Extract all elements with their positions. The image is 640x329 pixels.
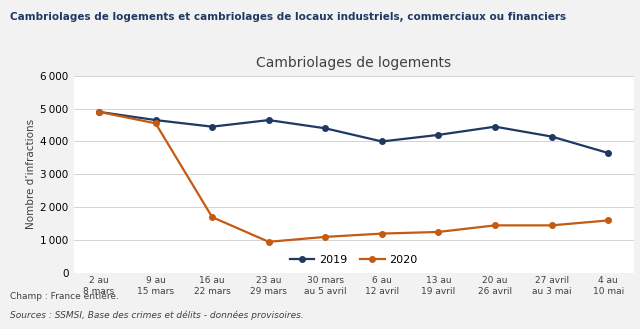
2020 [321, 235, 329, 239]
2019 [152, 118, 159, 122]
Line: 2020: 2020 [96, 109, 611, 244]
Title: Cambriolages de logements: Cambriolages de logements [256, 56, 451, 70]
Text: Champ : France entière.: Champ : France entière. [10, 291, 118, 301]
2020 [95, 110, 103, 114]
2019 [321, 126, 329, 130]
2020 [152, 121, 159, 125]
2019 [265, 118, 273, 122]
Legend: 2019, 2020: 2019, 2020 [285, 251, 422, 269]
2019 [95, 110, 103, 114]
2019 [378, 139, 386, 143]
2020 [604, 218, 612, 222]
Text: Cambriolages de logements et cambriolages de locaux industriels, commerciaux ou : Cambriolages de logements et cambriolage… [10, 12, 566, 21]
Y-axis label: Nombre d’infractions: Nombre d’infractions [26, 119, 36, 229]
Line: 2019: 2019 [96, 109, 611, 156]
2020 [435, 230, 442, 234]
2019 [209, 125, 216, 129]
2020 [209, 215, 216, 219]
2019 [604, 151, 612, 155]
2020 [378, 232, 386, 236]
2019 [548, 135, 556, 139]
2020 [265, 240, 273, 244]
Text: Sources : SSMSI, Base des crimes et délits - données provisoires.: Sources : SSMSI, Base des crimes et déli… [10, 311, 303, 320]
2019 [491, 125, 499, 129]
2019 [435, 133, 442, 137]
2020 [491, 223, 499, 227]
2020 [548, 223, 556, 227]
